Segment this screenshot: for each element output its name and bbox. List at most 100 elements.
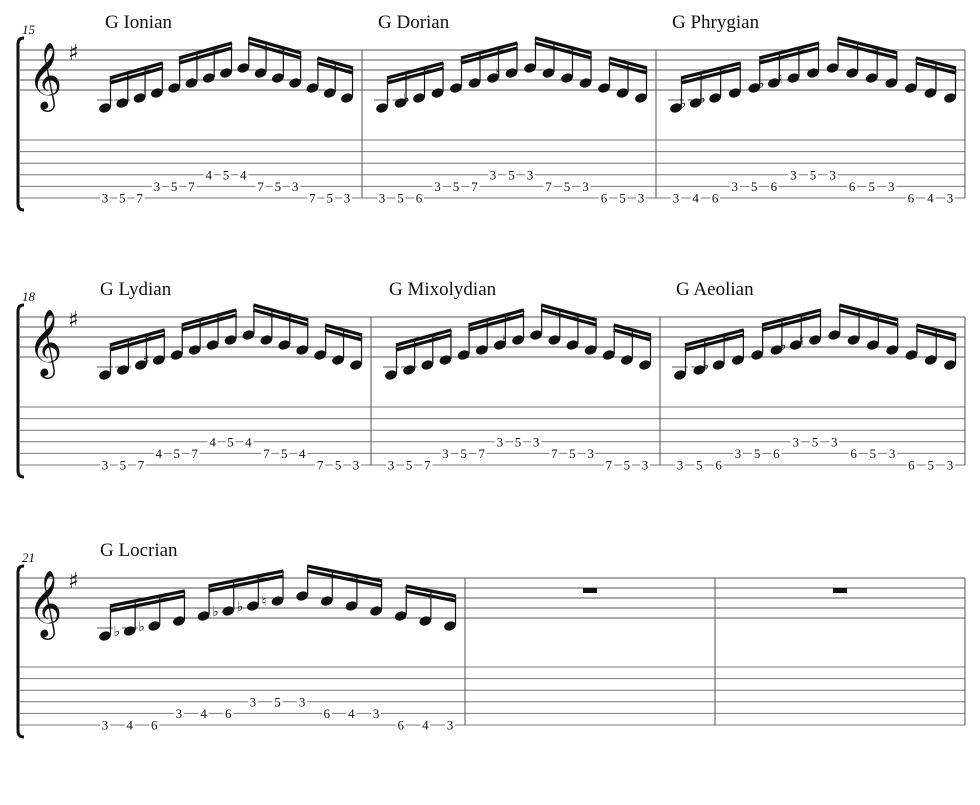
beam xyxy=(181,313,237,332)
notehead xyxy=(807,68,819,78)
whole-rest xyxy=(583,588,597,593)
notehead xyxy=(457,350,470,360)
tab-number: 5 xyxy=(508,167,515,182)
notehead xyxy=(674,370,686,380)
beam xyxy=(109,333,166,352)
tab-number: 7 xyxy=(317,458,324,473)
accidental: ♭ xyxy=(703,358,710,374)
notehead xyxy=(886,345,898,355)
notehead xyxy=(99,370,111,380)
tab-number: 5 xyxy=(515,434,522,449)
beam xyxy=(540,303,598,322)
tab-number: 5 xyxy=(397,191,404,206)
beam xyxy=(608,56,648,70)
key-signature: ♯ xyxy=(68,569,79,594)
tab-number-bg xyxy=(395,192,406,204)
tab-number-bg xyxy=(925,192,936,204)
notehead xyxy=(450,83,462,93)
beam xyxy=(915,56,957,70)
tab-number: 5 xyxy=(812,434,819,449)
tab-number-bg xyxy=(867,447,878,459)
tab-number-bg xyxy=(543,180,554,192)
beam xyxy=(247,36,302,55)
notehead xyxy=(748,83,761,93)
notehead xyxy=(260,335,273,345)
notehead xyxy=(846,68,858,78)
tab-number: 3 xyxy=(373,706,380,721)
tab-number-bg xyxy=(829,436,840,448)
tab-number-bg xyxy=(729,180,740,192)
tab-number-bg xyxy=(671,192,681,204)
tab-number: 5 xyxy=(754,446,761,461)
beam xyxy=(684,333,745,352)
beam xyxy=(386,61,444,80)
tab-number: 3 xyxy=(344,191,351,206)
notehead xyxy=(220,68,232,78)
tab-number: 5 xyxy=(751,179,758,194)
beam xyxy=(208,574,284,593)
tab-number-bg xyxy=(866,180,877,192)
beam xyxy=(247,41,302,60)
tab-number-bg xyxy=(351,459,361,471)
beam xyxy=(761,313,822,332)
accidental: ♭ xyxy=(237,599,244,615)
tab-number: 6 xyxy=(416,191,423,206)
notehead xyxy=(475,345,488,355)
tab-number-bg xyxy=(513,436,523,448)
tab-number: 3 xyxy=(102,718,109,733)
notehead xyxy=(809,335,821,345)
beam xyxy=(838,308,899,327)
tab-number: 3 xyxy=(829,167,836,182)
notehead xyxy=(222,606,235,616)
beam xyxy=(837,36,898,55)
notehead xyxy=(413,93,425,103)
tab-number: 7 xyxy=(424,458,431,473)
measure-number: 15 xyxy=(22,22,36,37)
tab-number-bg xyxy=(621,459,632,471)
notehead xyxy=(712,360,725,370)
tab-number: 5 xyxy=(171,179,178,194)
tab-number-bg xyxy=(414,192,424,204)
notehead xyxy=(584,345,597,355)
notehead xyxy=(693,365,706,375)
tab-number-bg xyxy=(100,459,110,471)
notehead xyxy=(512,335,524,345)
notehead xyxy=(370,606,382,616)
notehead xyxy=(148,621,161,631)
tab-number: 5 xyxy=(624,458,631,473)
tab-number: 6 xyxy=(712,191,719,206)
tab-number: 7 xyxy=(551,446,558,461)
notehead xyxy=(296,345,309,355)
tab-number: 6 xyxy=(773,446,780,461)
notehead xyxy=(768,78,780,88)
tab-number-bg xyxy=(771,447,782,459)
tab-number-bg xyxy=(469,180,480,192)
tab-number-bg xyxy=(580,180,591,192)
notehead xyxy=(385,370,397,380)
tab-number-bg xyxy=(906,459,917,471)
tab-number: 5 xyxy=(275,179,282,194)
tab-number-bg xyxy=(675,459,685,471)
system: 21 𝄞 ♯ G Locrian ♭ ♭ ♭ ♭ ♮ 3 4 6 3 4 6 3 5 3 6 4 3 6 4 3 xyxy=(16,540,966,739)
tab-number-bg xyxy=(451,180,461,192)
beam xyxy=(460,41,518,60)
key-signature: ♯ xyxy=(68,41,79,66)
tab-number: 3 xyxy=(527,167,534,182)
notehead xyxy=(728,88,741,98)
notehead xyxy=(394,611,407,621)
beam xyxy=(405,589,457,603)
beam xyxy=(252,303,309,322)
tab-number-bg xyxy=(238,169,249,181)
beam xyxy=(395,333,452,352)
system-bracket xyxy=(16,36,25,212)
tab-number-bg xyxy=(945,459,955,471)
notehead xyxy=(247,601,259,611)
notehead xyxy=(332,355,344,365)
tab-number-bg xyxy=(925,459,936,471)
tab-number-bg xyxy=(342,192,352,204)
tab-number: 4 xyxy=(692,191,699,206)
notehead xyxy=(621,355,633,365)
tab-number: 6 xyxy=(908,191,915,206)
tab-number: 3 xyxy=(292,179,299,194)
beam xyxy=(915,61,957,75)
